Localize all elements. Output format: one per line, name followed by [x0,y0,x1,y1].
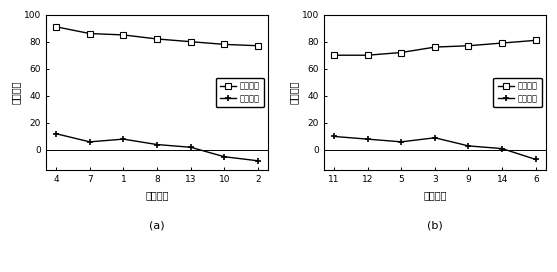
买家出价 [154,37,160,41]
Legend: 买家出价, 买家费用: 买家出价, 买家费用 [216,78,264,107]
X-axis label: 节点编号: 节点编号 [423,190,447,200]
卖家费用 [398,140,404,143]
买家出价 [53,25,60,29]
X-axis label: 节点编号: 节点编号 [145,190,169,200]
卖家出价 [465,44,472,47]
Text: (a): (a) [149,220,165,230]
Line: 买家费用: 买家费用 [52,130,261,164]
Text: (b): (b) [427,220,443,230]
买家费用 [221,155,228,158]
卖家出价 [432,45,438,49]
卖家费用 [465,144,472,147]
卖家费用 [499,147,506,150]
卖家出价 [532,39,539,42]
买家出价 [86,32,93,35]
Legend: 卖家出价, 卖家费用: 卖家出价, 卖家费用 [494,78,542,107]
Y-axis label: 价格量纲: 价格量纲 [11,81,21,104]
Line: 买家出价: 买家出价 [53,24,261,48]
买家费用 [187,146,194,149]
卖家费用 [364,138,371,141]
买家费用 [53,132,60,135]
买家费用 [120,138,127,141]
Line: 卖家费用: 卖家费用 [330,133,539,163]
买家出价 [221,43,228,46]
卖家出价 [330,54,337,57]
卖家费用 [330,135,337,138]
卖家出价 [364,54,371,57]
卖家费用 [432,136,438,140]
买家费用 [154,143,160,146]
Line: 卖家出价: 卖家出价 [331,38,539,58]
卖家出价 [499,41,506,45]
买家出价 [187,40,194,43]
卖家费用 [532,158,539,161]
买家出价 [255,44,261,47]
买家费用 [255,159,261,162]
买家出价 [120,33,127,36]
买家费用 [86,140,93,143]
卖家出价 [398,51,404,54]
Y-axis label: 价格量纲: 价格量纲 [289,81,299,104]
